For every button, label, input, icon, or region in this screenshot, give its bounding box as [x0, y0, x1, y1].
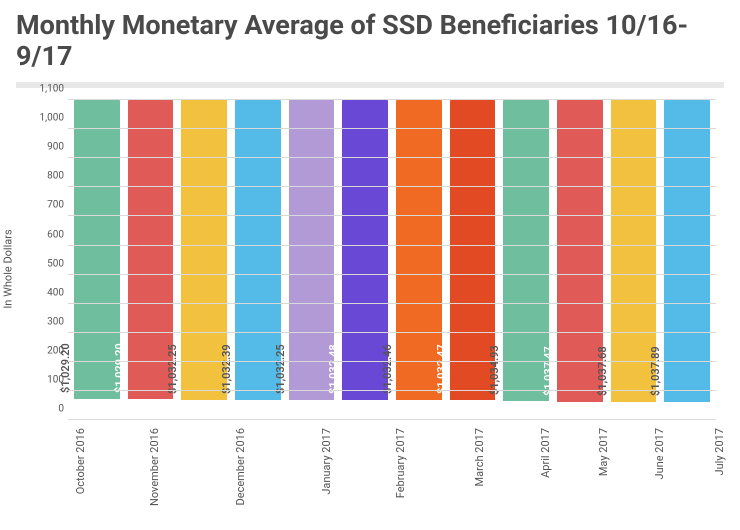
- grid-line: [68, 128, 716, 129]
- x-tick-label: July 2017: [713, 428, 726, 475]
- x-tick-label: January 2017: [320, 428, 333, 495]
- x-label-slot: December 2016: [234, 424, 311, 437]
- x-tick-label: March 2017: [473, 428, 486, 487]
- y-tick-label: 800: [20, 171, 64, 182]
- bar-value-label: $1,037.68: [596, 346, 609, 396]
- bar-value-label: $1,032.46: [381, 345, 394, 395]
- x-label-slot: October 2016: [74, 424, 140, 437]
- chart-container: In Whole Dollars $1,029.20$1,029.20$1,03…: [0, 100, 740, 437]
- x-tick-label: May 2017: [597, 428, 610, 476]
- x-tick-label: October 2016: [74, 428, 87, 494]
- bars-group: $1,029.20$1,029.20$1,032.25$1,032.39$1,0…: [68, 100, 716, 420]
- x-axis-labels: October 2016 November 2016 December 2016 Ja…: [68, 420, 724, 437]
- grid-line: [68, 274, 716, 275]
- x-label-slot: July 2017: [713, 424, 740, 437]
- x-label-slot: May 2017: [597, 424, 645, 437]
- bar-chart: $1,029.20$1,029.20$1,032.25$1,032.39$1,0…: [68, 100, 724, 420]
- y-tick-label: 0: [20, 404, 64, 415]
- grid-line: [68, 361, 716, 362]
- x-label-slot: June 2017: [653, 424, 705, 437]
- grid-line: [68, 419, 716, 420]
- grid-line: [68, 390, 716, 391]
- bar-value-label: $1,034.93: [488, 345, 501, 395]
- y-tick-label: 100: [20, 375, 64, 386]
- x-label-slot: January 2017: [320, 424, 387, 437]
- bar: $1,037.89: [664, 100, 710, 402]
- bar-value-label: $1,032.39: [220, 345, 233, 395]
- bar-value-label: $1,032.47: [435, 345, 448, 395]
- bar-slot: $1,037.89: [664, 100, 710, 420]
- x-tick-label: April 2017: [539, 428, 552, 478]
- bar-value-label: $1,029.20: [113, 344, 126, 394]
- grid-line: [68, 245, 716, 246]
- x-label-slot: February 2017: [394, 424, 464, 437]
- x-tick-label: June 2017: [653, 428, 666, 480]
- bar-value-label: $1,037.89: [649, 346, 662, 396]
- bar-value-label: $1,032.25: [274, 345, 287, 395]
- y-tick-label: 600: [20, 229, 64, 240]
- y-axis-title: In Whole Dollars: [2, 229, 15, 308]
- title-divider: [16, 82, 724, 88]
- y-tick-label: 1,100: [20, 84, 64, 95]
- y-tick-label: 900: [20, 142, 64, 153]
- grid-line: [68, 332, 716, 333]
- y-tick-label: 500: [20, 258, 64, 269]
- y-tick-label: 300: [20, 316, 64, 327]
- y-tick-label: 1,000: [20, 113, 64, 124]
- y-tick-label: 400: [20, 287, 64, 298]
- grid-line: [68, 186, 716, 187]
- grid-line: [68, 157, 716, 158]
- y-tick-label: 700: [20, 200, 64, 211]
- x-tick-label: December 2016: [234, 428, 247, 505]
- y-tick-label: 200: [20, 345, 64, 356]
- bar-value-label: $1,032.25: [166, 345, 179, 395]
- x-label-slot: November 2016: [148, 424, 226, 437]
- x-tick-label: November 2016: [148, 428, 161, 506]
- bar-value-label: $1,037.47: [542, 346, 555, 396]
- x-label-slot: April 2017: [539, 424, 589, 437]
- x-tick-label: February 2017: [394, 428, 407, 498]
- chart-title: Monthly Monetary Average of SSD Benefici…: [0, 0, 740, 82]
- bar-value-label: $1,032.48: [327, 345, 340, 395]
- x-label-slot: March 2017: [473, 424, 532, 437]
- grid-line: [68, 303, 716, 304]
- grid-line: [68, 99, 716, 100]
- grid-line: [68, 215, 716, 216]
